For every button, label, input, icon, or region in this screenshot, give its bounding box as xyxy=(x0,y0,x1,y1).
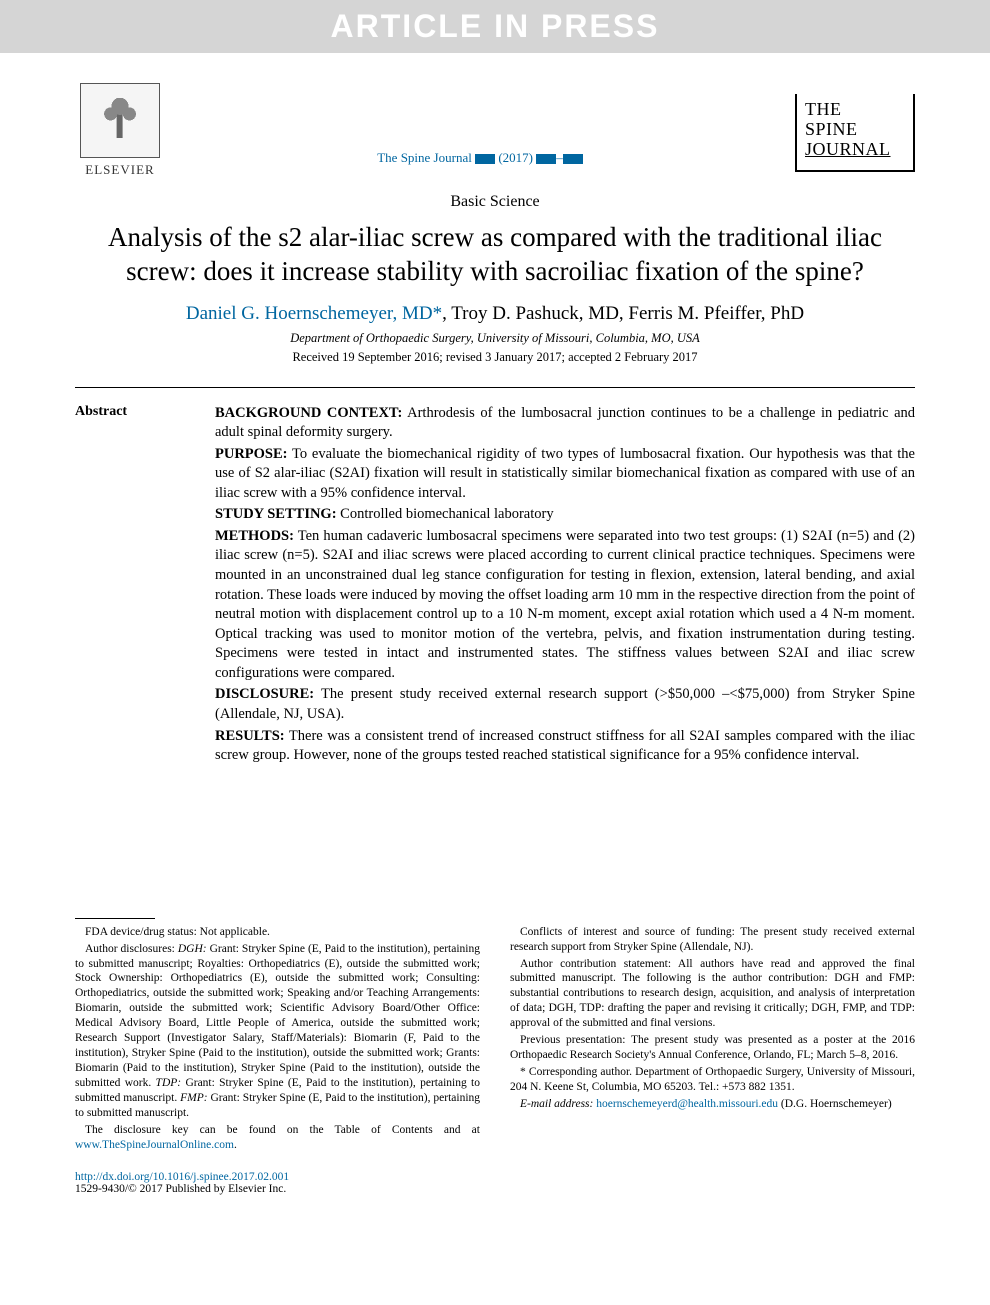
abstract-text: There was a consistent trend of increase… xyxy=(215,728,915,764)
banner-text: ARTICLE IN PRESS xyxy=(331,8,660,44)
citation-year: (2017) xyxy=(498,150,533,165)
email-post: (D.G. Hoernschemeyer) xyxy=(778,1098,892,1110)
abstract-lead: PURPOSE: xyxy=(215,446,288,462)
author-disclosures-text: Author disclosures: DGH: Grant: Stryker … xyxy=(75,943,480,1119)
abstract-lead: DISCLOSURE: xyxy=(215,686,314,702)
elsevier-label: ELSEVIER xyxy=(85,162,154,178)
email-link[interactable]: hoernschemeyerd@health.missouri.edu xyxy=(596,1098,778,1110)
abstract-results: RESULTS: There was a consistent trend of… xyxy=(215,727,915,766)
abstract-methods: METHODS: Ten human cadaveric lumbosacral… xyxy=(215,527,915,684)
disclosure-key-link[interactable]: www.TheSpineJournalOnline.com xyxy=(75,1139,234,1151)
abstract-text: Ten human cadaveric lumbosacral specimen… xyxy=(215,528,915,681)
elsevier-logo: ELSEVIER xyxy=(75,83,165,183)
doi-link[interactable]: http://dx.doi.org/10.1016/j.spinee.2017.… xyxy=(75,1171,289,1183)
journal-logo-line1: THE xyxy=(805,100,905,120)
footnotes-right: Conflicts of interest and source of fund… xyxy=(510,925,915,1155)
disclosure-key: The disclosure key can be found on the T… xyxy=(75,1123,480,1153)
page-content: ELSEVIER The Spine Journal (2017) – THE … xyxy=(0,53,990,1235)
abstract-background: BACKGROUND CONTEXT: Arthrodesis of the l… xyxy=(215,404,915,443)
abstract-purpose: PURPOSE: To evaluate the biomechanical r… xyxy=(215,445,915,504)
author-disclosures: Author disclosures: DGH: Grant: Stryker … xyxy=(75,942,480,1121)
citation-placeholder-icon xyxy=(475,154,495,164)
abstract-text: The present study received external rese… xyxy=(215,686,915,722)
article-in-press-banner: ARTICLE IN PRESS xyxy=(0,0,990,53)
footnotes-left: FDA device/drug status: Not applicable. … xyxy=(75,925,480,1155)
fda-status: FDA device/drug status: Not applicable. xyxy=(75,925,480,940)
corresponding-author: * Corresponding author. Department of Or… xyxy=(510,1065,915,1095)
abstract-lead: BACKGROUND CONTEXT: xyxy=(215,405,402,421)
citation-placeholder-icon xyxy=(563,154,583,164)
authors-line: Daniel G. Hoernschemeyer, MD*, Troy D. P… xyxy=(75,303,915,325)
abstract-setting: STUDY SETTING: Controlled biomechanical … xyxy=(215,505,915,525)
conflicts-of-interest: Conflicts of interest and source of fund… xyxy=(510,925,915,955)
previous-presentation: Previous presentation: The present study… xyxy=(510,1033,915,1063)
citation-line: The Spine Journal (2017) – xyxy=(165,150,795,166)
section-type: Basic Science xyxy=(75,193,915,211)
abstract-lead: STUDY SETTING: xyxy=(215,506,337,522)
elsevier-tree-icon xyxy=(80,83,160,158)
author-sep: , xyxy=(619,303,629,324)
author-sep: , xyxy=(442,303,451,324)
citation-placeholder-icon xyxy=(536,154,556,164)
email-label: E-mail address: xyxy=(520,1098,593,1110)
header-row: ELSEVIER The Spine Journal (2017) – THE … xyxy=(75,83,915,183)
author-name-3: Ferris M. Pfeiffer, PhD xyxy=(628,303,804,324)
author-name-2: Troy D. Pashuck, MD xyxy=(451,303,619,324)
corresponding-asterisk: * xyxy=(433,303,443,324)
disclosure-key-post: . xyxy=(234,1139,237,1151)
article-title: Analysis of the s2 alar-iliac screw as c… xyxy=(95,221,895,289)
abstract-lead: METHODS: xyxy=(215,528,294,544)
author-name-1: Daniel G. Hoernschemeyer, MD xyxy=(186,303,433,324)
journal-logo-line3: JOURNAL xyxy=(805,140,905,160)
abstract-lead: RESULTS: xyxy=(215,728,285,744)
journal-logo-line2: SPINE xyxy=(805,120,905,140)
abstract-text: To evaluate the biomechanical rigidity o… xyxy=(215,446,915,501)
author-link-1[interactable]: Daniel G. Hoernschemeyer, MD* xyxy=(186,303,442,324)
abstract-text: Controlled biomechanical laboratory xyxy=(337,506,554,522)
article-dates: Received 19 September 2016; revised 3 Ja… xyxy=(75,350,915,365)
footnote-rule xyxy=(75,918,155,919)
doi-block: http://dx.doi.org/10.1016/j.spinee.2017.… xyxy=(75,1171,915,1195)
email-line: E-mail address: hoernschemeyerd@health.m… xyxy=(510,1097,915,1112)
abstract-label: Abstract xyxy=(75,404,215,420)
disclosure-key-pre: The disclosure key can be found on the T… xyxy=(85,1124,480,1136)
abstract-disclosure: DISCLOSURE: The present study received e… xyxy=(215,685,915,724)
divider xyxy=(75,387,915,388)
journal-logo: THE SPINE JOURNAL xyxy=(795,94,915,171)
abstract-block: Abstract BACKGROUND CONTEXT: Arthrodesis… xyxy=(75,404,915,768)
affiliation: Department of Orthopaedic Surgery, Unive… xyxy=(75,331,915,346)
abstract-body: BACKGROUND CONTEXT: Arthrodesis of the l… xyxy=(215,404,915,768)
citation-journal: The Spine Journal xyxy=(377,150,472,165)
footnotes-area: FDA device/drug status: Not applicable. … xyxy=(75,925,915,1155)
author-contribution: Author contribution statement: All autho… xyxy=(510,957,915,1032)
copyright: 1529-9430/© 2017 Published by Elsevier I… xyxy=(75,1183,286,1195)
